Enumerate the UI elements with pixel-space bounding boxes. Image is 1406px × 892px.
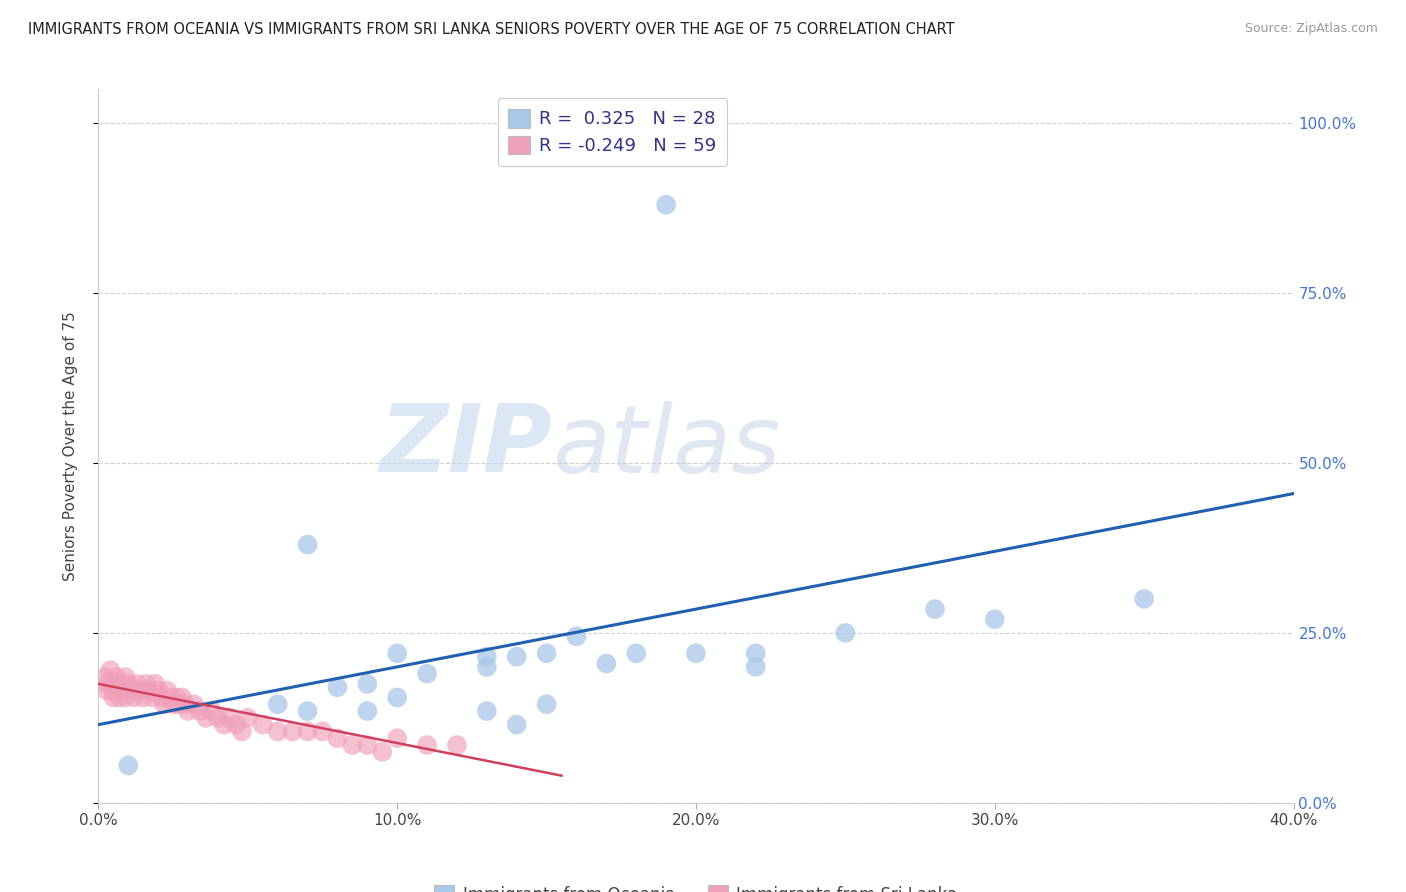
Point xyxy=(117,758,139,772)
Point xyxy=(177,704,200,718)
Point xyxy=(297,724,319,739)
Point xyxy=(506,649,529,664)
Point xyxy=(188,704,211,718)
Point xyxy=(745,646,768,660)
Point xyxy=(416,666,439,681)
Point xyxy=(356,677,378,691)
Text: Source: ZipAtlas.com: Source: ZipAtlas.com xyxy=(1244,22,1378,36)
Point xyxy=(156,683,179,698)
Point xyxy=(127,677,149,691)
Point xyxy=(174,698,197,712)
Point xyxy=(212,717,235,731)
Point xyxy=(143,677,166,691)
Point xyxy=(506,717,529,731)
Point xyxy=(1133,591,1156,606)
Point xyxy=(416,738,439,752)
Point xyxy=(252,717,274,731)
Point xyxy=(536,646,558,660)
Point xyxy=(105,670,128,684)
Point xyxy=(96,683,118,698)
Point xyxy=(111,683,134,698)
Point xyxy=(172,690,194,705)
Point xyxy=(446,738,468,752)
Text: atlas: atlas xyxy=(553,401,780,491)
Point xyxy=(96,677,118,691)
Point xyxy=(201,704,224,718)
Point xyxy=(297,704,319,718)
Point xyxy=(114,690,136,705)
Point xyxy=(111,683,134,698)
Point xyxy=(385,690,409,705)
Point xyxy=(93,670,115,684)
Point xyxy=(267,724,290,739)
Point xyxy=(655,198,678,212)
Point xyxy=(356,738,378,752)
Point xyxy=(148,683,170,698)
Point xyxy=(114,670,136,684)
Point xyxy=(207,711,229,725)
Point xyxy=(117,677,139,691)
Point xyxy=(159,690,181,705)
Point xyxy=(167,698,190,712)
Point xyxy=(231,724,253,739)
Point xyxy=(100,677,122,691)
Point xyxy=(138,683,160,698)
Point xyxy=(565,629,588,643)
Point xyxy=(685,646,707,660)
Point xyxy=(371,745,394,759)
Point xyxy=(984,612,1007,626)
Point xyxy=(129,683,152,698)
Point xyxy=(475,704,498,718)
Point xyxy=(135,677,157,691)
Point xyxy=(150,690,173,705)
Y-axis label: Seniors Poverty Over the Age of 75: Seniors Poverty Over the Age of 75 xyxy=(63,311,77,581)
Point xyxy=(124,690,146,705)
Point xyxy=(195,711,218,725)
Point xyxy=(342,738,364,752)
Text: IMMIGRANTS FROM OCEANIA VS IMMIGRANTS FROM SRI LANKA SENIORS POVERTY OVER THE AG: IMMIGRANTS FROM OCEANIA VS IMMIGRANTS FR… xyxy=(28,22,955,37)
Point xyxy=(326,731,349,746)
Point xyxy=(183,698,205,712)
Point xyxy=(475,649,498,664)
Point xyxy=(267,698,290,712)
Point xyxy=(536,698,558,712)
Point xyxy=(108,690,131,705)
Point xyxy=(356,704,378,718)
Point xyxy=(595,657,617,671)
Point xyxy=(745,660,768,674)
Point xyxy=(236,711,259,725)
Point xyxy=(311,724,333,739)
Point xyxy=(132,690,155,705)
Point xyxy=(326,680,349,694)
Point xyxy=(105,683,128,698)
Point xyxy=(281,724,304,739)
Legend: Immigrants from Oceania, Immigrants from Sri Lanka: Immigrants from Oceania, Immigrants from… xyxy=(425,875,967,892)
Point xyxy=(225,717,247,731)
Text: ZIP: ZIP xyxy=(380,400,553,492)
Point xyxy=(165,690,187,705)
Point xyxy=(924,602,946,616)
Point xyxy=(103,683,125,698)
Point xyxy=(475,660,498,674)
Point xyxy=(834,626,856,640)
Point xyxy=(297,537,319,551)
Point xyxy=(385,646,409,660)
Point xyxy=(153,698,176,712)
Point xyxy=(385,731,409,746)
Point xyxy=(108,677,131,691)
Point xyxy=(103,690,125,705)
Point xyxy=(117,683,139,698)
Point xyxy=(141,690,163,705)
Point xyxy=(162,698,184,712)
Point xyxy=(100,663,122,677)
Point xyxy=(626,646,648,660)
Point xyxy=(219,711,242,725)
Point xyxy=(120,683,142,698)
